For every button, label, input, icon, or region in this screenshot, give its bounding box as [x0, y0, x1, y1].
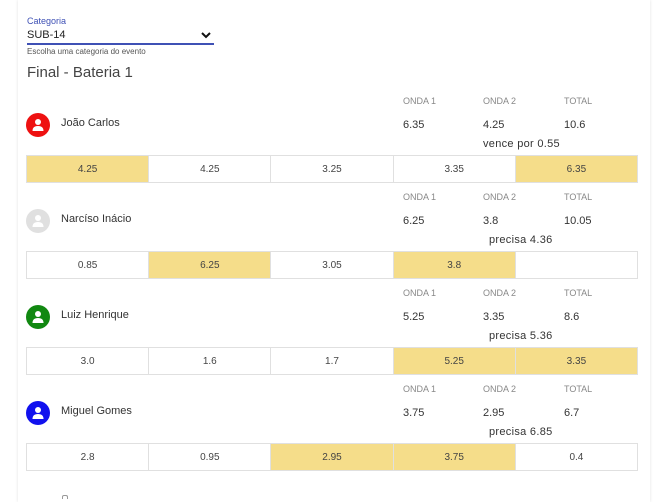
wave-score-cell[interactable]: 3.75 [393, 444, 516, 470]
wave-score-cell[interactable]: 5.25 [393, 348, 516, 374]
wave-score-cell[interactable]: 3.0 [27, 348, 150, 374]
wave1-header: ONDA 1 [403, 384, 437, 394]
avatar [26, 305, 50, 329]
wave-score-cell[interactable] [516, 252, 637, 278]
heat-panel: Categoria SUB-14 Escolha uma categoria d… [18, 0, 650, 502]
wave2-header: ONDA 2 [483, 96, 517, 106]
athlete-name: Luiz Henrique [61, 309, 129, 321]
athlete-row: Narcíso Inácio ONDA 1 6.25 ONDA 2 3.8 TOTAL 10… [26, 190, 640, 286]
category-select[interactable]: SUB-14 [27, 27, 214, 45]
wave-scores: 0.85 6.25 3.05 3.8 [26, 251, 638, 279]
total-score: 6.7 [564, 407, 580, 419]
wave1-total: 6.25 [403, 215, 425, 227]
wave-score-cell[interactable]: 6.35 [515, 156, 638, 182]
athlete-row: Miguel Gomes ONDA 1 3.75 ONDA 2 2.95 TOTAL 6.7… [26, 382, 640, 478]
total-score: 10.6 [564, 119, 586, 131]
wave-score-cell[interactable]: 3.8 [393, 252, 516, 278]
wave-score-cell[interactable]: 0.95 [149, 444, 272, 470]
athlete-name: João Carlos [61, 117, 120, 129]
wave2-header: ONDA 2 [483, 192, 517, 202]
athlete-row: Luiz Henrique ONDA 1 5.25 ONDA 2 3.35 TOTAL 8.… [26, 286, 640, 382]
wave2-total: 4.25 [483, 119, 505, 131]
wave-score-cell[interactable]: 1.6 [149, 348, 272, 374]
wave-score-cell[interactable]: 3.35 [515, 348, 638, 374]
wave-score-cell[interactable]: 4.25 [149, 156, 272, 182]
wave2-total: 3.35 [483, 311, 505, 323]
wave1-total: 6.35 [403, 119, 425, 131]
athlete-status: vence por 0.55 [483, 138, 560, 150]
wave2-total: 3.8 [483, 215, 499, 227]
wave-score-cell[interactable]: 3.35 [394, 156, 516, 182]
wave1-total: 3.75 [403, 407, 425, 419]
person-icon [32, 407, 44, 419]
athlete-name: Miguel Gomes [61, 405, 132, 417]
total-score: 8.6 [564, 311, 580, 323]
avatar [26, 113, 50, 137]
wave-score-cell[interactable]: 2.95 [271, 444, 394, 470]
wave2-total: 2.95 [483, 407, 505, 419]
wave1-header: ONDA 1 [403, 192, 437, 202]
wave-score-cell[interactable]: 2.8 [27, 444, 150, 470]
chevron-down-icon[interactable] [200, 29, 212, 41]
athlete-row: João Carlos ONDA 1 6.35 ONDA 2 4.25 TOTAL 10.6… [26, 94, 640, 190]
category-help: Escolha uma categoria do evento [27, 47, 146, 56]
wave-score-cell[interactable]: 4.25 [27, 156, 150, 182]
wave1-header: ONDA 1 [403, 288, 437, 298]
total-header: TOTAL [564, 384, 593, 394]
wave-scores: 4.25 4.25 3.25 3.35 6.35 [26, 155, 638, 183]
next-athlete-peek [62, 495, 68, 499]
person-icon [32, 215, 44, 227]
avatar [26, 209, 50, 233]
wave-scores: 2.8 0.95 2.95 3.75 0.4 [26, 443, 638, 471]
total-header: TOTAL [564, 288, 593, 298]
wave-score-cell[interactable]: 0.4 [569, 451, 584, 463]
avatar [26, 401, 50, 425]
person-icon [32, 119, 44, 131]
wave-score-cell[interactable]: 3.25 [271, 156, 394, 182]
wave-score-cell[interactable]: 6.25 [149, 252, 272, 278]
wave1-header: ONDA 1 [403, 96, 437, 106]
athlete-status: precisa 6.85 [489, 426, 553, 438]
athlete-name: Narcíso Inácio [61, 213, 132, 225]
category-label: Categoria [27, 16, 67, 26]
total-header: TOTAL [564, 96, 593, 106]
wave2-header: ONDA 2 [483, 288, 517, 298]
athlete-status: precisa 5.36 [489, 330, 553, 342]
wave1-total: 5.25 [403, 311, 425, 323]
wave-scores: 3.0 1.6 1.7 5.25 3.35 [26, 347, 638, 375]
total-score: 10.05 [564, 215, 592, 227]
wave-score-cell[interactable]: 1.7 [271, 348, 394, 374]
athlete-status: precisa 4.36 [489, 234, 553, 246]
wave-score-cell[interactable]: 3.05 [271, 252, 394, 278]
wave-score-cell[interactable]: 0.85 [27, 252, 150, 278]
heat-title: Final - Bateria 1 [27, 64, 133, 81]
total-header: TOTAL [564, 192, 593, 202]
wave2-header: ONDA 2 [483, 384, 517, 394]
person-icon [32, 311, 44, 323]
category-value: SUB-14 [27, 29, 66, 41]
category-field[interactable]: Categoria SUB-14 Escolha uma categoria d… [27, 16, 214, 56]
